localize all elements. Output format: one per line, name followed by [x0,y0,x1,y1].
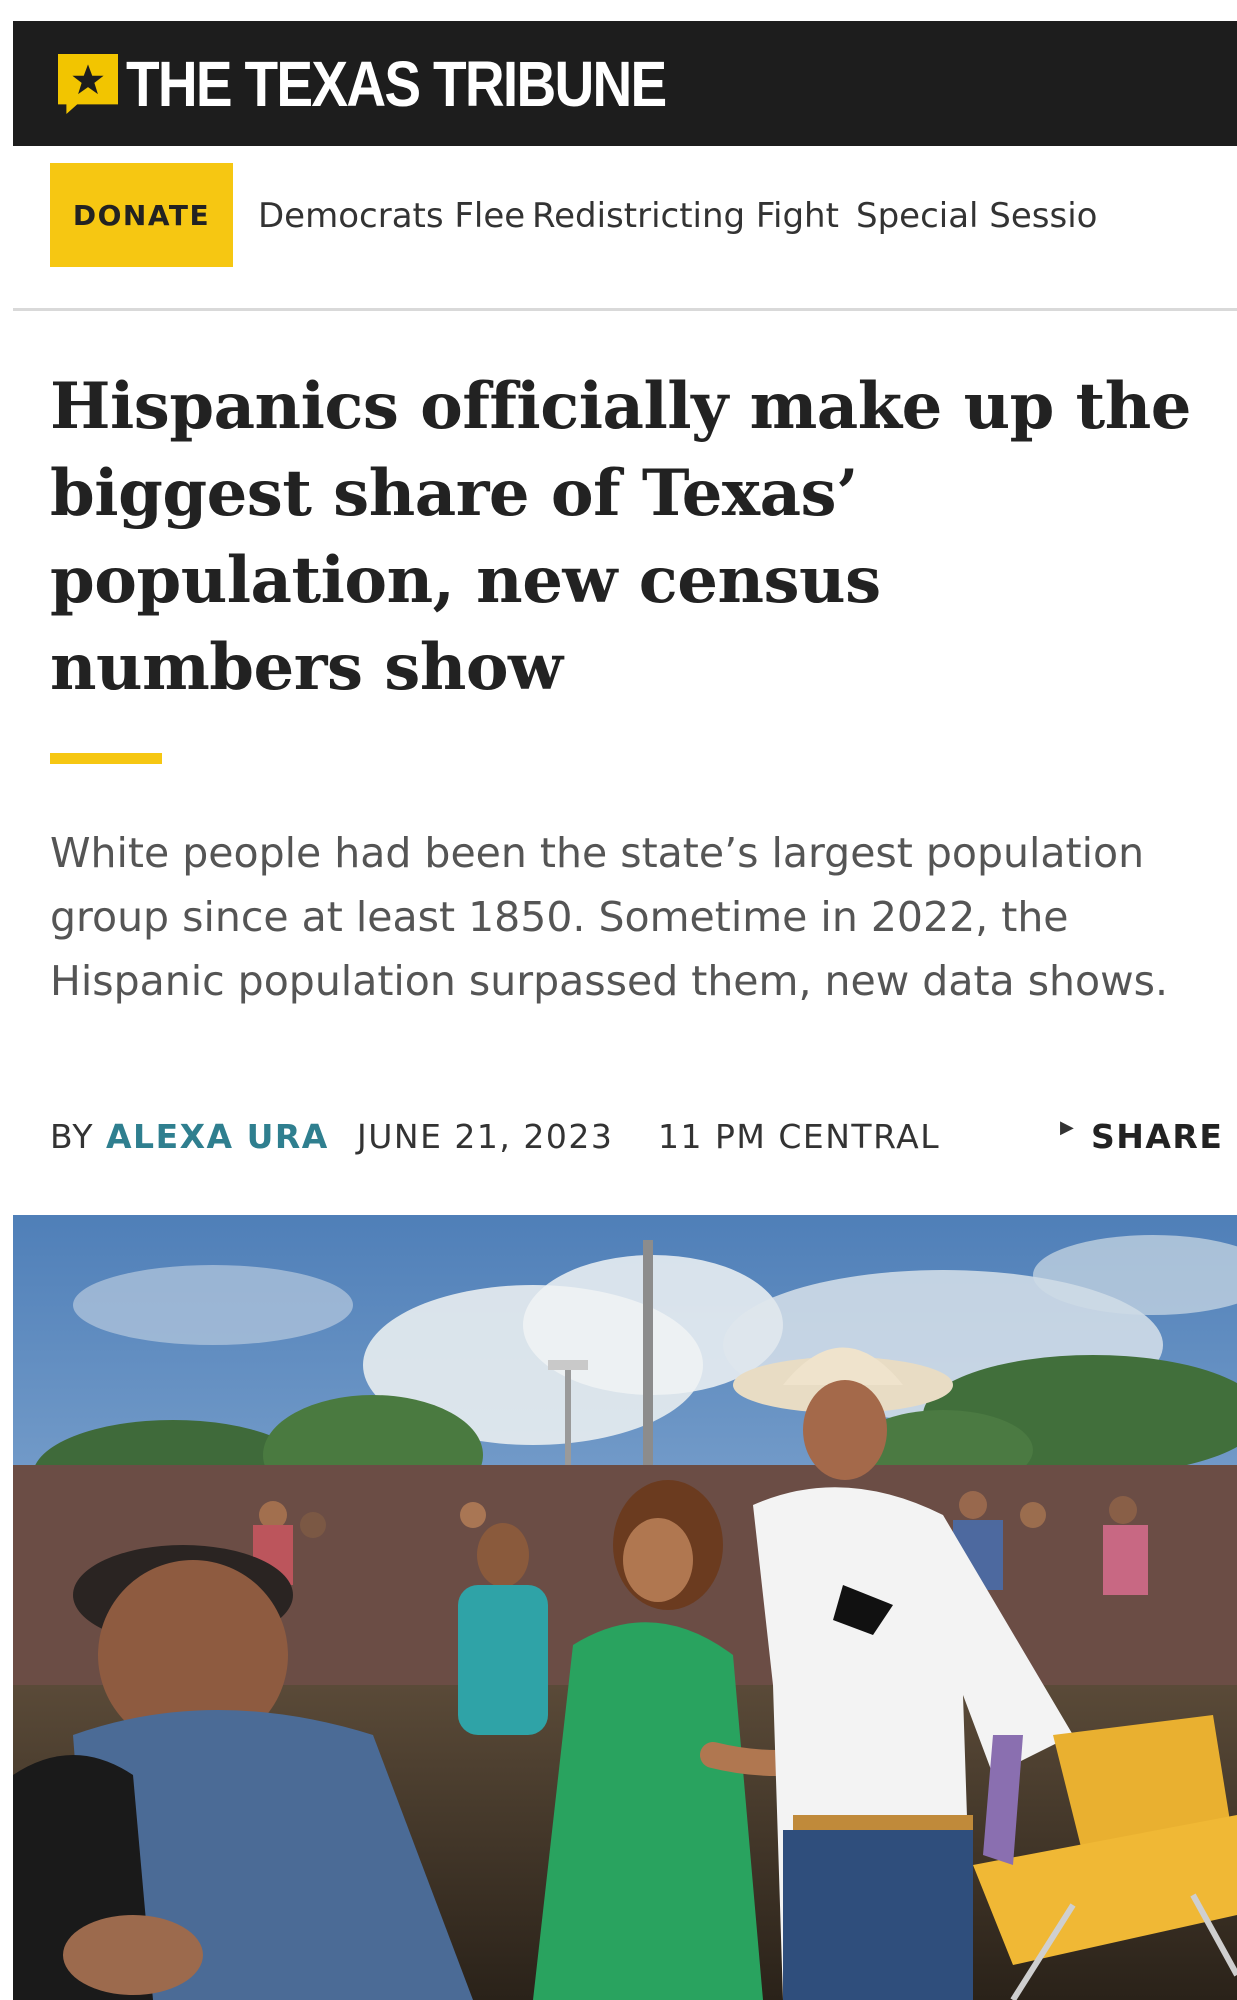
publish-date: JUNE 21, 2023 [357,1117,614,1156]
triangle-right-icon: ▶ [1060,1117,1076,1138]
byline-prefix: BY [50,1117,94,1156]
lead-photo-illustration [13,1215,1237,2000]
nav-item-special-session[interactable]: Special Sessio [856,196,1098,236]
page-frame: THE TEXAS TRIBUNE DONATE Democrats Flee … [13,21,1237,2000]
star-icon [58,54,118,114]
site-header: THE TEXAS TRIBUNE [13,21,1237,146]
share-button[interactable]: SHARE [1091,1117,1224,1156]
lead-photo [13,1215,1237,2000]
article-headline: Hispanics officially make up the biggest… [50,369,1191,705]
site-logo[interactable]: THE TEXAS TRIBUNE [58,52,753,116]
article-dek: White people had been the state’s larges… [50,829,1169,1005]
donate-button[interactable]: DONATE [50,163,233,267]
author-link[interactable]: ALEXA URA [106,1117,329,1156]
nav-item-democrats-flee[interactable]: Democrats Flee [258,196,526,236]
byline: BY ALEXA URA JUNE 21, 2023 11 PM CENTRAL… [50,1117,1224,1167]
publish-time: 11 PM CENTRAL [658,1117,941,1156]
nav-fade-overlay [1097,146,1237,306]
site-name: THE TEXAS TRIBUNE [126,48,667,120]
top-nav: DONATE Democrats Flee Redistricting Figh… [13,146,1237,311]
headline-accent-rule [50,753,162,764]
nav-item-redistricting-fight[interactable]: Redistricting Fight [532,196,839,236]
